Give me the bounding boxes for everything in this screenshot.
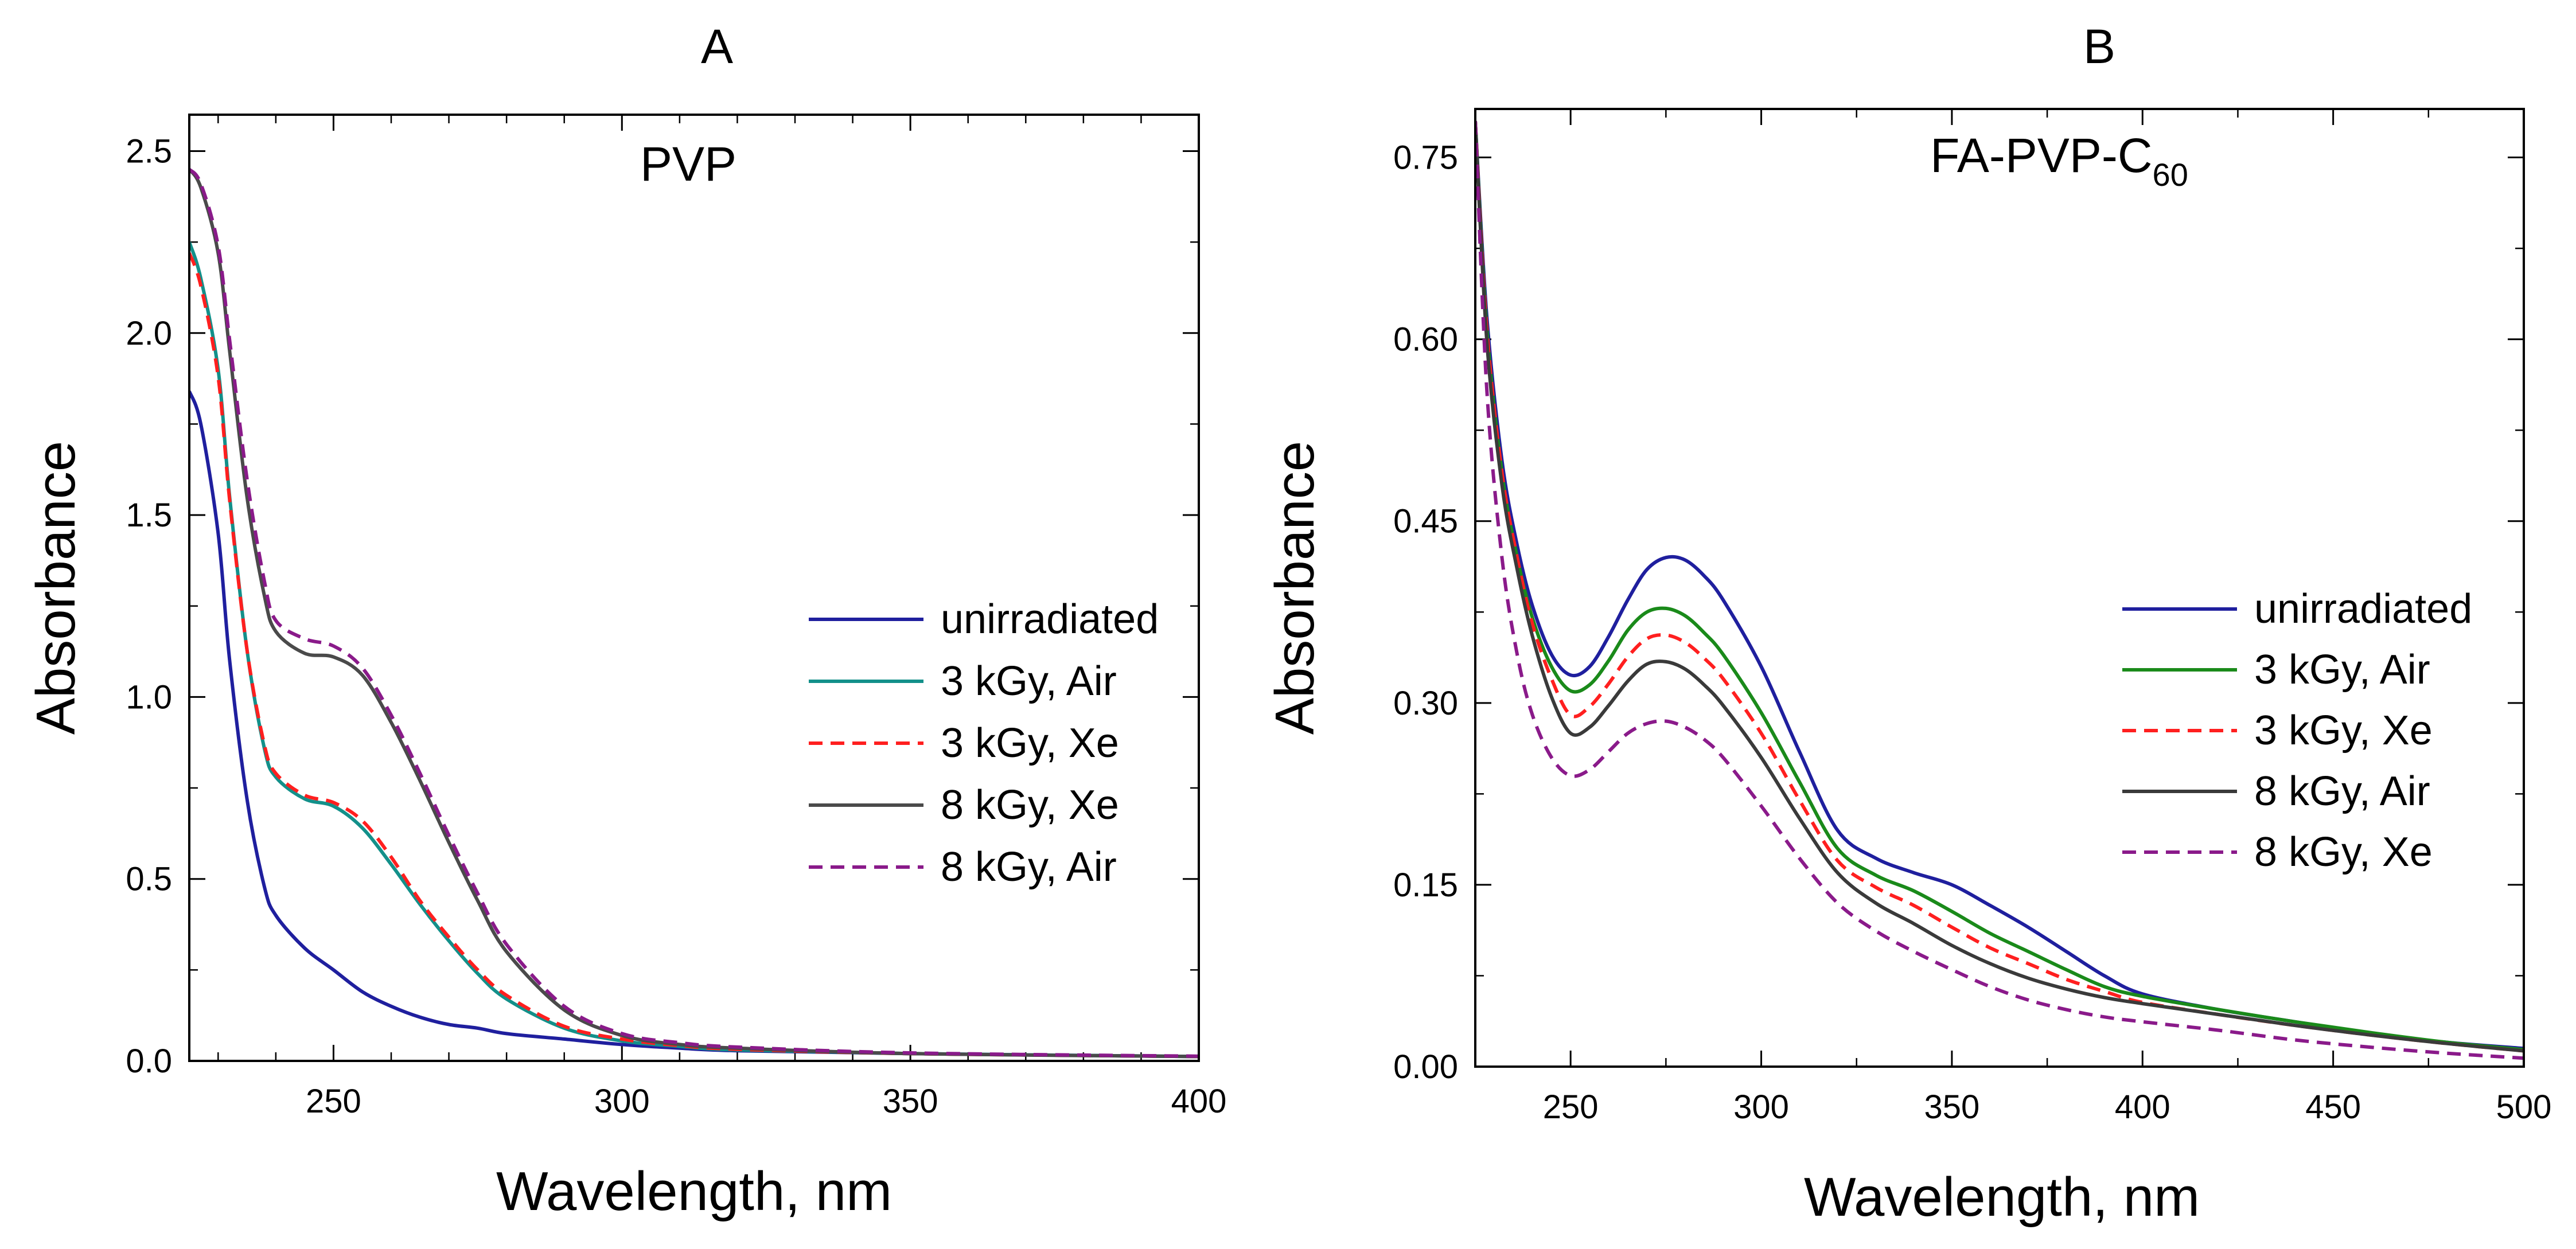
- x-tick-label-b: 400: [2115, 1088, 2170, 1126]
- chart-title-a: PVP: [640, 137, 736, 191]
- x-tick-label-b: 500: [2496, 1088, 2552, 1126]
- chart-panel-b: B FA-PVP-C60 250 300 350 400 450 500 0.00 0.15 0…: [1264, 19, 2551, 1228]
- y-tick-label-b: 0.45: [1393, 503, 1458, 540]
- legend-label-b-3: 8 kGy, Air: [2254, 768, 2430, 814]
- x-axis-label-a: Wavelength, nm: [496, 1161, 892, 1222]
- y-tick-label-a: 0.5: [126, 861, 172, 898]
- chart-title-b: FA-PVP-C60: [1930, 128, 2188, 193]
- axis-ticks-a: [189, 115, 1200, 1062]
- y-tick-label-b: 0.00: [1393, 1048, 1458, 1086]
- plot-frame-b: [1474, 108, 2525, 1068]
- x-tick-label-b: 450: [2305, 1088, 2361, 1126]
- panel-label-b: B: [2083, 19, 2115, 73]
- legend-label-a-4: 8 kGy, Air: [941, 844, 1117, 890]
- y-tick-label-a: 2.0: [126, 315, 172, 352]
- chart-title-b-subscript: 60: [2153, 157, 2188, 193]
- panel-label-a: A: [701, 19, 733, 73]
- y-tick-label-b: 0.60: [1393, 321, 1458, 358]
- y-axis-label-a: Absorbance: [25, 441, 87, 735]
- series-line-b-3: [1475, 120, 2524, 1053]
- x-tick-label-a: 350: [883, 1083, 938, 1120]
- tick-labels-b: 250 300 350 400 450 500 0.00 0.15 0.30 0.45 0.60 0.…: [1393, 139, 2551, 1126]
- y-tick-label-a: 1.5: [126, 497, 172, 534]
- legend-label-b-0: unirradiated: [2254, 586, 2472, 632]
- series-line-b-2: [1475, 120, 2524, 1053]
- x-tick-label-a: 250: [306, 1083, 361, 1120]
- x-tick-label-b: 250: [1543, 1088, 1599, 1126]
- plot-frame-a: [188, 114, 1200, 1062]
- chart-title-b-main: FA-PVP-C: [1930, 128, 2152, 182]
- legend-label-b-4: 8 kGy, Xe: [2254, 829, 2433, 875]
- series-line-a-2: [189, 252, 1199, 1059]
- legend-label-a-1: 3 kGy, Air: [941, 658, 1117, 704]
- x-tick-label-a: 300: [594, 1083, 650, 1120]
- series-line-b-0: [1475, 120, 2524, 1051]
- legend-label-a-2: 3 kGy, Xe: [941, 720, 1119, 766]
- x-axis-label-b: Wavelength, nm: [1804, 1166, 2200, 1228]
- y-tick-label-b: 0.30: [1393, 685, 1458, 722]
- legend-label-a-3: 8 kGy, Xe: [941, 782, 1119, 828]
- series-layer-b: [1475, 120, 2524, 1060]
- legend-label-a-0: unirradiated: [941, 596, 1159, 642]
- series-layer-a: [189, 168, 1199, 1059]
- legend-label-b-1: 3 kGy, Air: [2254, 647, 2430, 693]
- chart-panel-a: A PVP 250 300 350 400 0.0 0.5 1.0 1.5 2.0 2.5 Wav…: [25, 19, 1226, 1222]
- x-tick-label-b: 300: [1733, 1088, 1789, 1126]
- series-line-b-1: [1475, 120, 2524, 1052]
- series-line-a-4: [189, 168, 1199, 1058]
- y-tick-label-a: 2.5: [126, 132, 172, 170]
- y-tick-label-b: 0.15: [1393, 867, 1458, 904]
- y-tick-label-a: 0.0: [126, 1043, 172, 1080]
- tick-labels-a: 250 300 350 400 0.0 0.5 1.0 1.5 2.0 2.5: [126, 132, 1226, 1120]
- y-tick-label-b: 0.75: [1393, 139, 1458, 177]
- x-tick-label-b: 350: [1924, 1088, 1980, 1126]
- legend-b: unirradiated 3 kGy, Air 3 kGy, Xe 8 kGy, Ai…: [2122, 586, 2472, 875]
- x-tick-label-a: 400: [1171, 1083, 1227, 1120]
- y-tick-label-a: 1.0: [126, 678, 172, 716]
- y-axis-label-b: Absorbance: [1264, 441, 1326, 735]
- legend-a: unirradiated 3 kGy, Air 3 kGy, Xe 8 kGy, Xe…: [809, 596, 1159, 890]
- legend-label-b-2: 3 kGy, Xe: [2254, 708, 2433, 754]
